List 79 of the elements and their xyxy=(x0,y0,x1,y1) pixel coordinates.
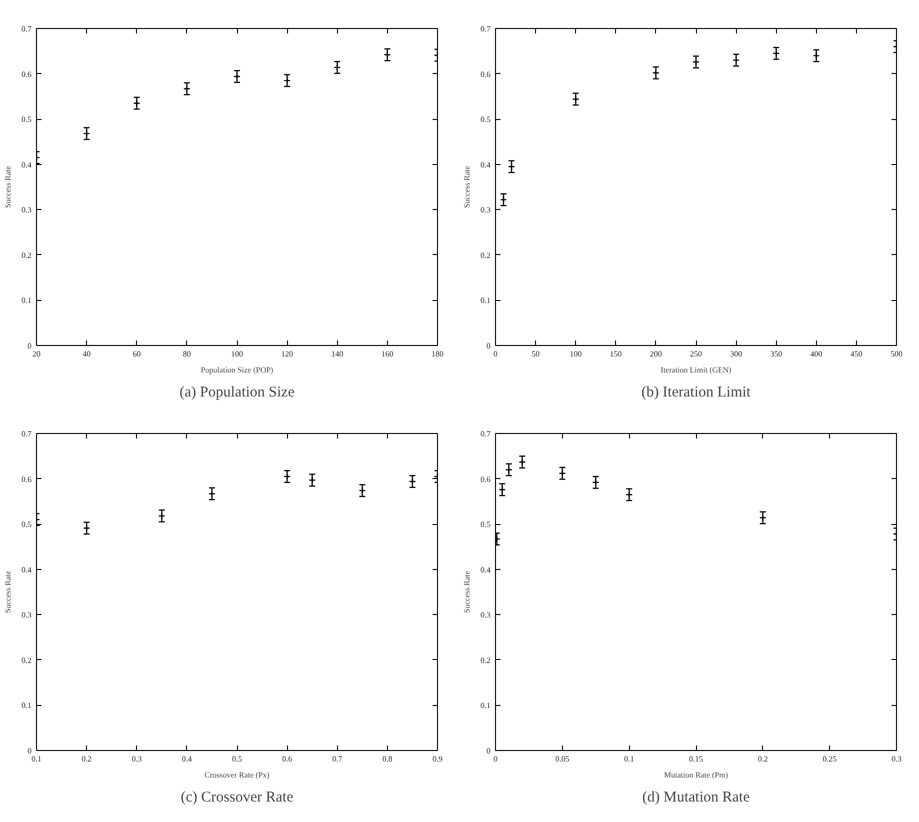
x-tick-label: 0.1 xyxy=(624,754,634,764)
text: (a) Population Size xyxy=(180,384,295,400)
x-tick-label: 20 xyxy=(32,350,40,358)
x-tick-label: 0.15 xyxy=(689,754,703,764)
y-axis-title: Success Rate xyxy=(4,570,12,613)
y-tick-label: 0.6 xyxy=(480,70,490,79)
x-tick-label: 60 xyxy=(132,350,141,358)
x-tick-label: 120 xyxy=(281,350,294,358)
x-tick-label: 0.05 xyxy=(555,754,570,764)
x-tick-label: 500 xyxy=(890,350,902,358)
y-tick-label: 0.4 xyxy=(22,160,32,170)
y-tick-label: 0.6 xyxy=(22,474,32,484)
y-tick-label: 0 xyxy=(486,746,490,756)
y-tick-label: 0 xyxy=(28,746,32,756)
y-axis-title: Success Rate xyxy=(4,166,12,208)
y-tick-label: 0.7 xyxy=(480,24,490,34)
x-tick-label: 50 xyxy=(532,350,540,358)
y-tick-label: 0.4 xyxy=(480,565,490,574)
text: (b) Iteration Limit xyxy=(641,384,752,400)
x-tick-label: 0.25 xyxy=(822,754,837,764)
y-tick-label: 0.6 xyxy=(480,474,490,484)
y-tick-label: 0.7 xyxy=(480,430,490,438)
y-tick-label: 0.3 xyxy=(480,610,490,620)
text: (d) Mutation Rate xyxy=(642,790,750,806)
y-tick-label: 0.4 xyxy=(480,160,490,170)
y-tick-label: 0.5 xyxy=(480,520,490,530)
x-tick-label: 450 xyxy=(850,350,862,358)
x-tick-label: 40 xyxy=(82,350,91,358)
y-tick-label: 0.2 xyxy=(22,250,32,260)
y-tick-label: 0.5 xyxy=(480,115,490,124)
y-tick-label: 0.1 xyxy=(22,296,32,306)
x-tick-label: 0.2 xyxy=(82,754,92,764)
x-axis-title: Population Size (POP) xyxy=(200,366,274,374)
y-tick-label: 0.2 xyxy=(480,250,490,260)
x-tick-label: 0 xyxy=(494,350,498,358)
x-tick-label: 0.9 xyxy=(432,754,442,764)
y-tick-label: 0.7 xyxy=(22,430,32,438)
text: (c) Crossover Rate xyxy=(180,790,294,806)
y-tick-label: 0 xyxy=(28,342,32,350)
x-axis-title: Crossover Rate (Px) xyxy=(204,770,270,780)
y-axis-title: Success Rate xyxy=(462,570,472,613)
y-tick-label: 0.6 xyxy=(22,70,32,79)
x-axis-title: Iteration Limit (GEN) xyxy=(660,366,732,374)
x-tick-label: 0.3 xyxy=(892,754,902,764)
x-tick-label: 180 xyxy=(432,350,444,358)
x-tick-label: 0.5 xyxy=(232,754,242,764)
y-axis-title: Success Rate xyxy=(462,166,472,208)
x-axis-title: Mutation Rate (Pm) xyxy=(664,770,728,780)
x-tick-label: 250 xyxy=(690,350,702,358)
y-tick-label: 0.1 xyxy=(480,701,490,710)
x-tick-label: 160 xyxy=(381,350,394,358)
y-tick-label: 0.2 xyxy=(480,656,490,665)
x-tick-label: 400 xyxy=(810,350,822,358)
y-tick-label: 0.5 xyxy=(22,520,32,530)
x-tick-label: 0.4 xyxy=(182,754,192,764)
y-tick-label: 0.1 xyxy=(22,701,32,710)
x-tick-label: 140 xyxy=(331,350,344,358)
x-tick-label: 0.2 xyxy=(758,754,768,764)
x-tick-label: 0.8 xyxy=(382,754,392,764)
y-tick-label: 0.3 xyxy=(22,206,32,215)
x-tick-label: 100 xyxy=(570,350,582,358)
y-tick-label: 0 xyxy=(486,342,490,350)
y-tick-label: 0.5 xyxy=(22,115,32,124)
x-tick-label: 80 xyxy=(182,350,191,358)
y-tick-label: 0.3 xyxy=(22,610,32,620)
x-tick-label: 0.7 xyxy=(332,754,342,764)
y-tick-label: 0.4 xyxy=(22,565,32,574)
y-tick-label: 0.1 xyxy=(480,296,490,306)
x-tick-label: 0.6 xyxy=(282,754,292,764)
x-tick-label: 150 xyxy=(610,350,622,358)
y-tick-label: 0.7 xyxy=(22,24,32,34)
y-tick-label: 0.3 xyxy=(480,206,490,215)
x-tick-label: 0.3 xyxy=(132,754,142,764)
x-tick-label: 100 xyxy=(231,350,243,358)
y-tick-label: 0.2 xyxy=(22,656,32,665)
x-tick-label: 200 xyxy=(650,350,662,358)
x-tick-label: 0 xyxy=(494,754,498,764)
x-tick-label: 300 xyxy=(730,350,742,358)
x-tick-label: 350 xyxy=(770,350,782,358)
